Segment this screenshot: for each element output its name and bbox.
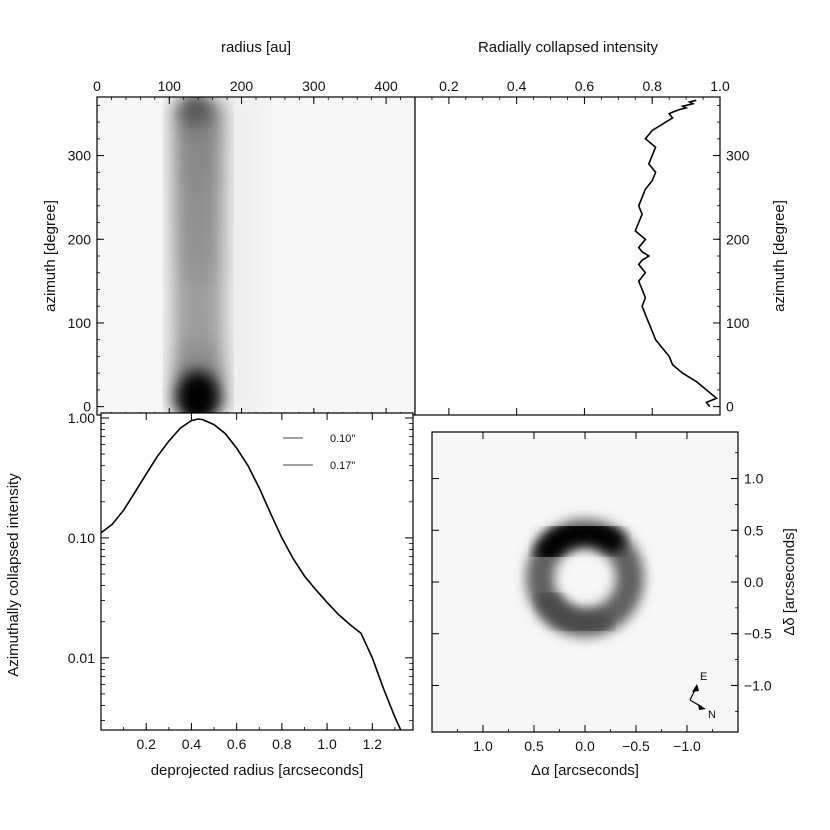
azimuthal-profile-x-tick-label: 1.2 bbox=[363, 736, 383, 752]
radial-profile-x-tick-label: 0.4 bbox=[507, 78, 527, 94]
polar-map-y-tick-label: 100 bbox=[68, 315, 92, 331]
azimuthal-profile-x-tick-label: 1.0 bbox=[317, 736, 337, 752]
azimuthal-profile-y-tick-label: 0.01 bbox=[68, 650, 95, 666]
compass-east-label: E bbox=[700, 671, 707, 683]
radial-profile-y-tick-label: 200 bbox=[726, 231, 750, 247]
radial-profile-panel: 0.2 0.4 0.6 0.8 1.0 0 100 200 300 Radially colla… bbox=[414, 39, 788, 416]
polar-map-x-tick-label: 300 bbox=[302, 78, 326, 94]
sky-image-x-tick-label: −0.5 bbox=[622, 738, 650, 754]
polar-map-image bbox=[97, 97, 415, 415]
polar-map-panel: 0 100 200 300 400 0 100 200 300 radius [au] azim… bbox=[42, 39, 416, 416]
legend-entry-1: 0.10" bbox=[330, 433, 355, 445]
radial-profile-y-tick-label: 100 bbox=[726, 315, 750, 331]
compass-east-arrowhead bbox=[692, 684, 699, 692]
polar-map-y-tick-label: 200 bbox=[68, 231, 92, 247]
sky-image-panel: 1.0 0.5 0.0 −0.5 −1.0 1.0 0.5 0.0 −0.5 −1.0 E N Δ… bbox=[431, 431, 798, 779]
azimuthal-profile-x-tick-label: 0.2 bbox=[136, 736, 156, 752]
sky-image-y-tick-label: 0.5 bbox=[744, 522, 764, 538]
polar-map-band bbox=[172, 134, 224, 185]
sky-image-right-y-label: Δδ [arcseconds] bbox=[781, 528, 798, 636]
legend-entry-2: 0.17" bbox=[330, 460, 355, 472]
polar-map-y-tick-label: 300 bbox=[68, 148, 92, 164]
sky-image-y-tick-label: 1.0 bbox=[744, 471, 764, 487]
azimuthal-profile-y-tick-label: 1.00 bbox=[68, 410, 95, 426]
compass-north-arrowhead bbox=[698, 704, 706, 710]
radial-profile-y-tick-label: 0 bbox=[726, 399, 734, 415]
radial-profile-x-tick-label: 1.0 bbox=[710, 78, 730, 94]
radial-profile-right-y-label: azimuth [degree] bbox=[771, 200, 788, 312]
azimuthal-profile-line bbox=[101, 418, 402, 730]
azimuthal-profile-x-tick-label: 0.4 bbox=[182, 736, 202, 752]
sky-image-x-tick-label: −1.0 bbox=[673, 738, 701, 754]
azimuthal-profile-y-tick-label: 0.10 bbox=[68, 530, 95, 546]
sky-image-x-tick-label: 0.5 bbox=[524, 738, 544, 754]
sky-image bbox=[526, 518, 644, 637]
sky-image-x-tick-label: 1.0 bbox=[473, 738, 493, 754]
polar-map-x-tick-label: 100 bbox=[158, 78, 182, 94]
sky-image-y-tick-label: −0.5 bbox=[744, 626, 772, 642]
legend: 0.10" 0.17" bbox=[283, 433, 355, 472]
radial-profile-x-tick-label: 0.8 bbox=[642, 78, 662, 94]
compass-north-label: N bbox=[708, 709, 716, 721]
radial-profile-y-tick-label: 300 bbox=[726, 148, 750, 164]
azimuthal-profile-y-label: Azimuthally collapsed intensity bbox=[5, 473, 22, 677]
polar-map-x-tick-label: 0 bbox=[93, 78, 101, 94]
polar-map-top-x-label: radius [au] bbox=[221, 39, 291, 56]
azimuthal-profile-x-tick-label: 0.6 bbox=[227, 736, 247, 752]
radial-profile-x-tick-label: 0.6 bbox=[575, 78, 595, 94]
polar-map-x-tick-label: 400 bbox=[374, 78, 398, 94]
polar-map-y-label: azimuth [degree] bbox=[42, 200, 59, 312]
polar-map-band bbox=[172, 176, 224, 227]
radial-profile-top-x-label: Radially collapsed intensity bbox=[478, 39, 659, 56]
sky-image-y-tick-label: 0.0 bbox=[744, 574, 764, 590]
sky-image-x-label: Δα [arcseconds] bbox=[531, 762, 639, 779]
compass: E N bbox=[689, 671, 716, 721]
sky-image-y-tick-label: −1.0 bbox=[744, 677, 772, 693]
azimuthal-profile-x-label: deprojected radius [arcseconds] bbox=[151, 762, 364, 779]
sky-image-x-tick-label: 0.0 bbox=[575, 738, 595, 754]
radial-profile-x-tick-label: 0.2 bbox=[439, 78, 459, 94]
azimuthal-profile-x-tick-label: 0.8 bbox=[272, 736, 292, 752]
polar-map-y-tick-label: 0 bbox=[83, 399, 91, 415]
azimuthal-profile-panel: 0.2 0.4 0.6 0.8 1.0 1.2 1.00 0.10 0.01 0.10" 0.1… bbox=[5, 410, 414, 779]
polar-map-x-tick-label: 200 bbox=[230, 78, 254, 94]
radial-profile-line bbox=[634, 99, 719, 408]
